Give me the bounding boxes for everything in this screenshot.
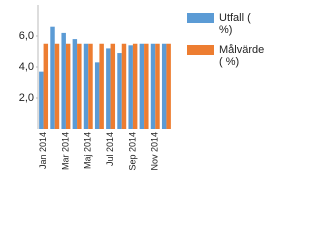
bar (155, 43, 160, 129)
bar (121, 43, 127, 129)
page: {"chart_data":{"type":"bar", "categories… (18, 5, 265, 171)
bar (88, 43, 93, 129)
bar (161, 43, 167, 129)
legend-label: Målvärde ( %) (219, 44, 265, 68)
legend-swatch (187, 13, 214, 23)
bar (39, 71, 44, 129)
bar (94, 62, 100, 129)
bar (117, 53, 122, 129)
legend-swatch (187, 45, 214, 55)
bar (77, 43, 82, 129)
x-tick-label: Maj 2014 (83, 132, 93, 169)
bar (83, 43, 89, 129)
y-tick-label: 6,0 (19, 30, 34, 42)
bar (50, 26, 55, 130)
bar (54, 43, 60, 129)
bar (110, 43, 116, 129)
bar (106, 48, 111, 129)
x-tick-label: Jan 2014 (38, 132, 48, 169)
y-tick-label: 2,0 (19, 92, 34, 104)
bar (43, 43, 49, 129)
bar (72, 39, 78, 129)
x-tick-label: Nov 2014 (150, 132, 160, 171)
chart: 2,0 4,0 6,0 Jan 2014 Mar 2014 Maj 2014 Jul 201… (19, 5, 171, 171)
bar (61, 32, 66, 129)
x-tick-label: Sep 2014 (127, 132, 137, 171)
legend-item: Målvärde ( %) (187, 44, 265, 68)
bar (166, 43, 171, 129)
x-tick-label: Mar 2014 (60, 132, 70, 170)
bar (65, 43, 71, 129)
legend-label: Utfall ( %) (219, 12, 251, 36)
bar (128, 45, 133, 129)
legend-item: Utfall ( %) (187, 12, 257, 36)
y-tick-label: 4,0 (19, 61, 34, 73)
x-tick-label: Jul 2014 (105, 132, 115, 166)
bar (139, 43, 145, 129)
bar (144, 43, 149, 129)
bar (132, 43, 138, 129)
bar (150, 43, 156, 129)
bar (99, 43, 104, 129)
